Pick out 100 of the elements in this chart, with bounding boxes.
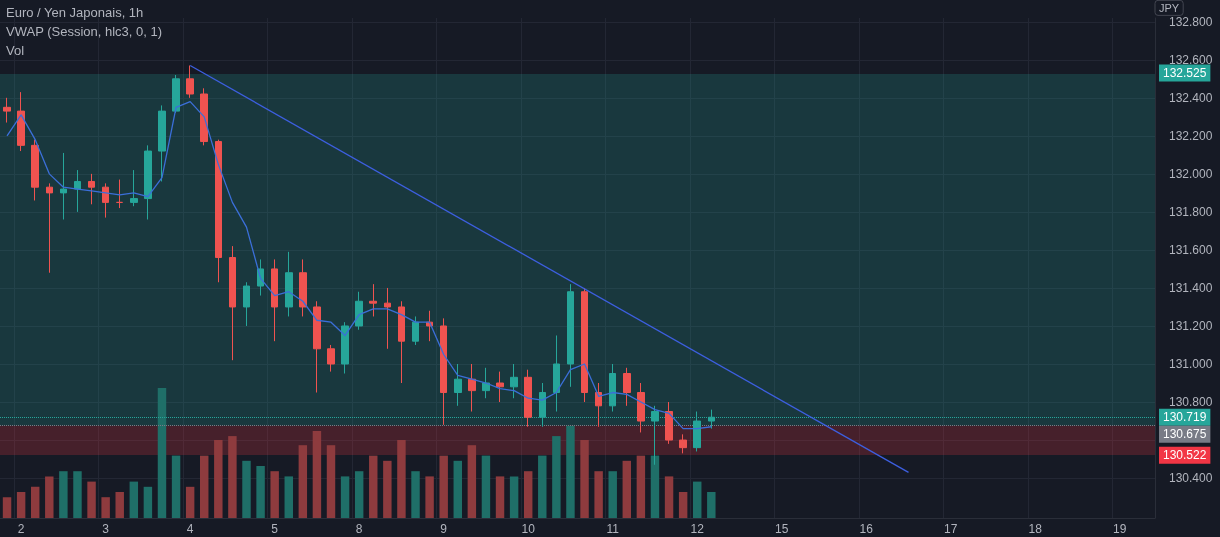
bar [397, 440, 406, 518]
candlestick [341, 321, 349, 374]
candlestick [553, 334, 560, 413]
candlestick [595, 382, 602, 428]
candlestick [482, 367, 490, 399]
bar [636, 455, 646, 518]
candlestick [3, 97, 11, 124]
bar [171, 455, 181, 518]
candlestick [74, 169, 81, 213]
candlestick [172, 74, 180, 114]
bar [552, 436, 561, 518]
candlestick [144, 144, 152, 220]
candlestick [355, 291, 363, 331]
bar [45, 476, 54, 518]
y-tick-label: 132.200 [1169, 128, 1213, 143]
x-tick-label: 16 [859, 522, 874, 536]
bar [101, 497, 110, 518]
x-tick-label: 18 [1028, 522, 1043, 536]
bar [354, 471, 364, 518]
candlestick [116, 179, 123, 209]
x-tick-label: 10 [521, 522, 536, 536]
x-tick-label: 3 [102, 522, 110, 536]
candlestick [158, 104, 166, 182]
bar [439, 455, 448, 518]
bar [284, 476, 293, 518]
bar [523, 471, 533, 518]
x-tick-label: 4 [186, 522, 194, 536]
bar [411, 471, 420, 518]
candlestick [46, 182, 53, 274]
x-tick-label: 5 [271, 522, 279, 536]
bar [383, 460, 392, 518]
y-tick-label: 131.200 [1169, 318, 1213, 333]
candlestick [496, 371, 504, 403]
bar [326, 445, 336, 518]
candlestick [665, 401, 673, 445]
bar [59, 471, 68, 518]
candlestick [17, 91, 25, 152]
bar [270, 471, 279, 518]
y-tick-label: 131.600 [1169, 242, 1213, 257]
candlestick [581, 287, 588, 403]
candlestick [60, 152, 67, 220]
bar [425, 476, 434, 518]
bar [87, 481, 96, 518]
bar [650, 455, 660, 518]
candlestick [327, 344, 335, 373]
x-tick-label: 15 [775, 522, 789, 536]
y-tick-label: 132.800 [1169, 14, 1213, 29]
bar [693, 481, 702, 518]
bar [608, 471, 617, 518]
y-tick-label: 132.600 [1169, 52, 1213, 67]
candlestick [186, 64, 194, 99]
x-tick-label: 8 [355, 522, 363, 536]
candlestick [623, 367, 631, 407]
candlestick [412, 315, 419, 346]
bar [73, 471, 82, 518]
bar [157, 388, 167, 518]
ref-line-label: 130.675 [1163, 427, 1207, 442]
candlestick [524, 369, 532, 428]
annotation: VWAP (Session, hlc3, 0, 1) [6, 24, 163, 39]
bar [594, 471, 603, 518]
candlestick [609, 363, 616, 413]
y-tick-label: 132.400 [1169, 90, 1213, 105]
candlestick [384, 287, 391, 350]
candlestick [299, 258, 307, 317]
band-label: 130.522 [1163, 448, 1207, 463]
candlestick [130, 169, 138, 207]
candlestick [88, 173, 95, 205]
candlestick [285, 251, 293, 317]
candlestick [468, 363, 476, 413]
x-tick-label: 19 [1113, 522, 1127, 536]
bar [664, 476, 674, 518]
bar [509, 476, 519, 518]
candlestick [454, 363, 462, 407]
x-tick-label: 11 [606, 522, 620, 536]
bar [185, 486, 195, 518]
bar [453, 460, 462, 518]
bar [200, 455, 209, 518]
x-tick-label: 12 [690, 522, 705, 536]
bar [228, 436, 237, 518]
line-series [6, 100, 712, 430]
chart-title: Vol [6, 43, 25, 58]
y-tick-label: 130.800 [1169, 395, 1213, 410]
bar [143, 486, 153, 518]
bar [298, 445, 308, 518]
candlestick [510, 363, 518, 399]
bar [30, 486, 40, 518]
bar [678, 492, 688, 518]
bar [481, 455, 491, 518]
y-tick-label: 131.800 [1169, 204, 1213, 219]
x-tick-label: 17 [944, 522, 958, 536]
y-axis-title: JPY [1159, 1, 1180, 14]
candlestick [31, 139, 39, 201]
bar [312, 430, 322, 518]
candlestick [215, 139, 222, 283]
y-tick-label: 131.000 [1169, 357, 1213, 371]
y-tick-label: 132.000 [1169, 166, 1213, 181]
bar [2, 497, 12, 518]
bar [467, 445, 477, 518]
candlestick [567, 283, 574, 388]
bar [115, 492, 124, 518]
